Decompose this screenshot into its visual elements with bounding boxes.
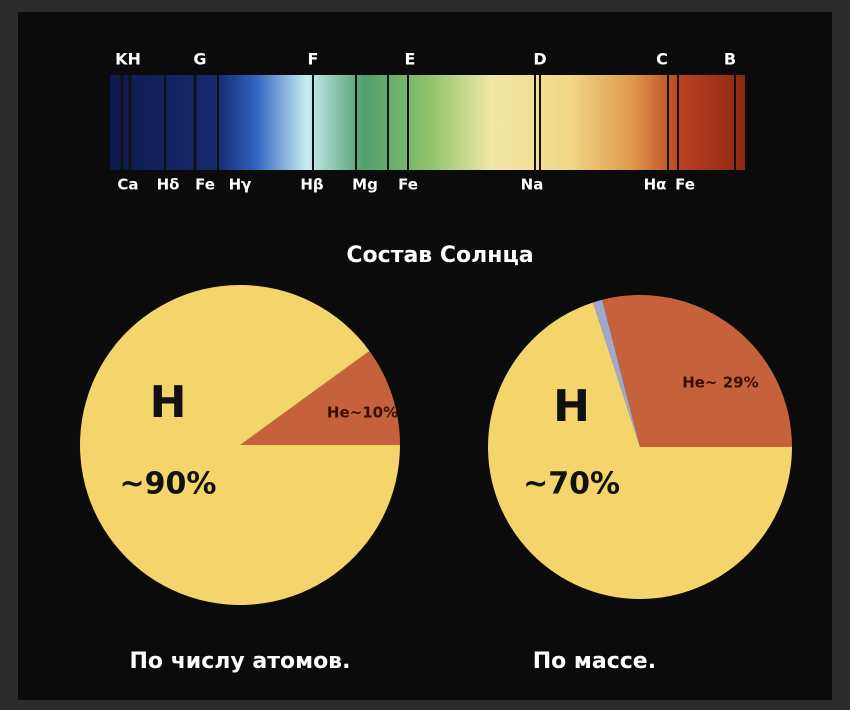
page: Состав Солнца KH G F E D C B Ca Hδ Fe Hγ Hβ Mg Fe Na Hα… (0, 0, 850, 710)
spectrum-element-label: Ca (117, 176, 138, 194)
spectrum-element-label: Hδ (157, 176, 180, 194)
spectrum-line-label: G (193, 50, 206, 69)
spectrum-line-label: D (533, 50, 546, 69)
slice-value-label: He~ 29% (682, 373, 758, 391)
spectrum-element-label: Hγ (229, 176, 252, 194)
spectrum-element-label: Hβ (300, 176, 324, 194)
pie-slice (80, 285, 400, 605)
spectrum-element-label: Fe (675, 176, 695, 194)
title: Состав Солнца (346, 243, 533, 268)
pie-caption: По массе. (533, 649, 656, 674)
spectrum-element-label: Fe (398, 176, 418, 194)
slice-value-label: He~10% (327, 403, 398, 421)
slice-value-label: ~90% (120, 467, 217, 502)
slice-value-label: ~70% (523, 467, 620, 502)
spectrum-line-label: B (724, 50, 736, 69)
spectrum-element-label: Hα (644, 176, 667, 194)
spectrum-line-label: F (308, 50, 319, 69)
spectrum-element-label: Na (521, 176, 544, 194)
spectrum-band (110, 75, 745, 170)
slice-category: H (553, 381, 590, 432)
screen: Состав Солнца KH G F E D C B Ca Hδ Fe Hγ Hβ Mg Fe Na Hα… (0, 0, 850, 710)
slice-category: H (150, 377, 187, 428)
spectrum-element-label: Fe (195, 176, 215, 194)
spectrum-element-label: Mg (352, 176, 378, 194)
spectrum-line-label: E (405, 50, 416, 69)
spectrum-line-label: KH (115, 50, 141, 69)
pie-caption: По числу атомов. (130, 649, 351, 674)
spectrum-line-label: C (656, 50, 668, 69)
